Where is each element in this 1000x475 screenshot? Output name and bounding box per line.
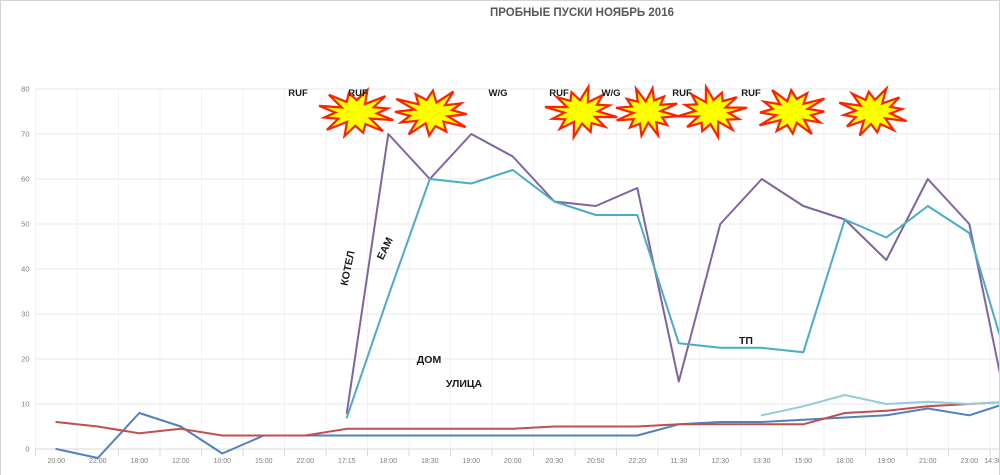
x-axis-label: 14:30 xyxy=(984,458,1000,465)
x-axis-label: 15:00 xyxy=(794,458,812,465)
x-axis-label: 22:20 xyxy=(628,458,646,465)
x-axis-label: 20:30 xyxy=(545,458,563,465)
annotation-W/G: W/G xyxy=(602,88,621,99)
x-axis-label: 17:15 xyxy=(338,458,356,465)
starburst-icon xyxy=(394,88,467,139)
x-axis-label: 21:00 xyxy=(919,458,937,465)
chart-title: ПРОБНЫЕ ПУСКИ НОЯБРЬ 2016 xyxy=(490,7,674,19)
y-axis-label: 20 xyxy=(21,355,29,364)
series-line-УЛИЦА xyxy=(55,404,999,459)
starburst-icon xyxy=(758,87,826,137)
annotation-W/G: W/G xyxy=(489,88,508,99)
annotation-ДОМ: ДОМ xyxy=(417,354,442,366)
series-line-ТП xyxy=(760,394,999,417)
series-line-ДОМ xyxy=(55,401,999,437)
starburst-icon xyxy=(318,87,394,140)
x-axis-label: 20:50 xyxy=(587,458,605,465)
x-axis-label: 18:30 xyxy=(421,458,439,465)
x-axis-label: 20:00 xyxy=(47,458,65,465)
starburst-icon xyxy=(544,82,618,142)
annotation-КОТЕЛ: КОТЕЛ xyxy=(339,250,358,287)
annotation-ТП: ТП xyxy=(739,335,753,347)
annotation-УЛИЦА: УЛИЦА xyxy=(446,378,483,390)
x-axis-label: 13:30 xyxy=(753,458,771,465)
x-axis-label: 15:00 xyxy=(255,458,273,465)
series-line-ЕАМ xyxy=(345,169,999,419)
x-axis-label: 19:00 xyxy=(877,458,895,465)
starburst-icon xyxy=(677,82,748,141)
x-axis-label: 18:00 xyxy=(379,458,397,465)
y-axis-label: 10 xyxy=(21,400,29,409)
y-axis-label: 40 xyxy=(21,265,29,274)
starburst-icon xyxy=(838,84,907,137)
annotation-ЕАМ: ЕАМ xyxy=(375,235,396,261)
x-axis-label: 10:00 xyxy=(213,458,231,465)
annotation-RUF: RUF xyxy=(672,88,692,99)
x-axis-label: 12:00 xyxy=(172,458,190,465)
series-line-КОТЕЛ xyxy=(345,133,999,414)
x-axis-label: 11:30 xyxy=(670,458,687,465)
y-axis-label: 0 xyxy=(25,445,29,454)
x-axis-label: 12:30 xyxy=(711,458,729,465)
annotation-RUF: RUF xyxy=(549,88,569,99)
y-axis-label: 30 xyxy=(21,310,29,319)
x-axis-label: 19:00 xyxy=(462,458,480,465)
x-axis-label: 22:00 xyxy=(296,458,314,465)
x-axis-label: 18:00 xyxy=(130,458,148,465)
y-axis-label: 70 xyxy=(21,130,29,139)
x-axis-label: 20:00 xyxy=(504,458,522,465)
annotation-RUF: RUF xyxy=(741,88,761,99)
y-axis-label: 50 xyxy=(21,220,29,229)
annotation-RUF: RUF xyxy=(288,88,308,99)
x-axis-label: 22:00 xyxy=(89,458,107,465)
starburst-icon xyxy=(615,84,679,140)
x-axis-label: 23:00 xyxy=(960,458,978,465)
annotation-RUF: RUF xyxy=(348,88,368,99)
x-axis-label: 18:00 xyxy=(836,458,854,465)
y-axis-label: 80 xyxy=(21,85,29,94)
y-axis-label: 60 xyxy=(21,175,29,184)
